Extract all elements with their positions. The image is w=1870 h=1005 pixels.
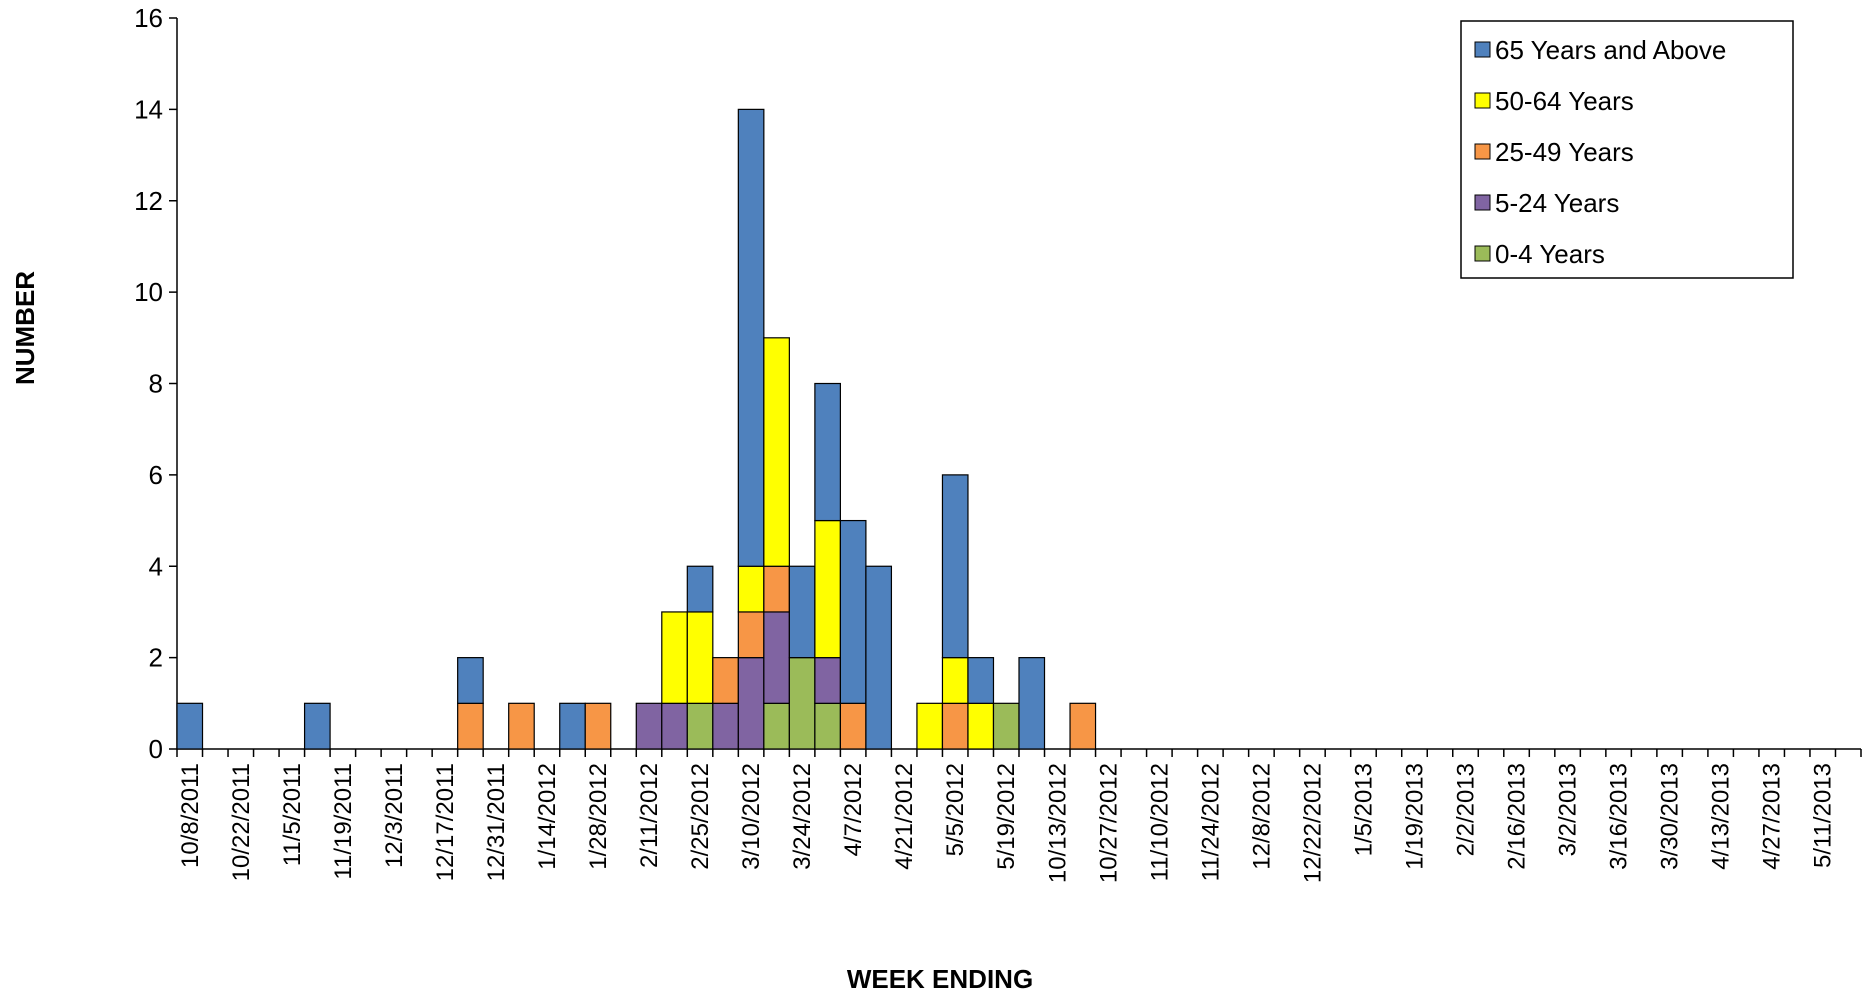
x-tick-label: 11/5/2011 <box>279 763 306 866</box>
y-tick-label: 0 <box>149 734 163 764</box>
x-tick-label: 11/24/2012 <box>1197 763 1224 881</box>
bar-segment <box>941 657 969 704</box>
x-tick-label: 5/5/2012 <box>942 763 969 856</box>
x-tick-label: 1/5/2013 <box>1350 763 1377 856</box>
x-tick-label: 4/7/2012 <box>840 763 867 856</box>
x-tick-label: 5/11/2013 <box>1810 763 1837 868</box>
bar-segment <box>763 337 790 567</box>
bar-segment <box>737 657 765 750</box>
x-tick-label: 10/13/2012 <box>1044 763 1071 883</box>
x-tick-label: 3/16/2013 <box>1606 763 1633 870</box>
bar-segment <box>865 565 893 750</box>
x-tick-label: 12/31/2011 <box>483 763 510 881</box>
bar-segment <box>916 702 944 750</box>
bar-segment <box>941 702 969 750</box>
x-tick-label: 2/2/2013 <box>1453 763 1480 856</box>
bar-segment <box>814 382 841 522</box>
bar-segment <box>737 108 765 567</box>
legend-swatch <box>1474 143 1491 160</box>
x-tick-label: 10/22/2011 <box>228 763 255 881</box>
legend-swatch <box>1474 245 1491 262</box>
legend-label: 0-4 Years <box>1495 239 1605 269</box>
legend-box <box>1460 20 1794 279</box>
y-tick-label: 14 <box>134 94 163 124</box>
bar-segment <box>686 702 714 750</box>
x-tick-label: 3/24/2012 <box>789 763 816 870</box>
y-tick-label: 12 <box>134 186 163 216</box>
bar-segment <box>967 702 995 750</box>
bar-segment <box>303 702 331 750</box>
x-tick-label: 12/17/2011 <box>432 763 459 881</box>
bar-segment <box>1069 702 1097 750</box>
x-tick-label: 1/14/2012 <box>534 763 561 870</box>
bar-segment <box>967 657 995 704</box>
bar-segment <box>763 565 790 613</box>
x-tick-label: 4/13/2013 <box>1708 763 1735 870</box>
y-tick-label: 8 <box>149 369 163 399</box>
bar-segment <box>788 657 816 750</box>
legend-label: 50-64 Years <box>1495 86 1634 116</box>
x-tick-label: 12/3/2011 <box>381 763 408 868</box>
bar-segment <box>661 611 688 704</box>
x-tick-label: 3/2/2013 <box>1555 763 1582 856</box>
bar-segment <box>457 702 484 750</box>
y-tick-label: 6 <box>149 460 163 490</box>
bar-segment <box>839 519 867 704</box>
legend-label: 5-24 Years <box>1495 188 1619 218</box>
y-tick-label: 16 <box>134 3 163 33</box>
y-tick-label: 10 <box>134 277 163 307</box>
x-tick-label: 1/28/2012 <box>585 763 612 870</box>
x-tick-label: 2/11/2012 <box>636 763 663 868</box>
legend-swatch <box>1474 194 1491 211</box>
bar-segment <box>712 702 739 750</box>
bar-segment <box>737 611 765 659</box>
bar-segment <box>814 519 841 659</box>
x-tick-label: 2/25/2012 <box>687 763 714 870</box>
bar-segment <box>584 702 612 750</box>
y-tick-label: 4 <box>149 551 163 581</box>
x-axis-title: WEEK ENDING <box>847 964 1033 994</box>
bar-segment <box>457 657 484 704</box>
bar-segment <box>508 702 535 750</box>
y-axis-title: NUMBER <box>10 271 40 385</box>
x-tick-label: 12/8/2012 <box>1248 763 1275 870</box>
y-tick-label: 2 <box>149 643 163 673</box>
bar-segment <box>686 565 714 613</box>
bar-segment <box>941 474 969 659</box>
x-tick-label: 4/27/2013 <box>1759 763 1786 870</box>
bar-segment <box>176 702 204 750</box>
x-tick-label: 10/27/2012 <box>1095 763 1122 883</box>
x-tick-label: 10/8/2011 <box>177 763 204 868</box>
bar-segment <box>763 611 790 704</box>
bar-segment <box>788 565 816 659</box>
x-tick-label: 11/19/2011 <box>330 763 357 880</box>
x-tick-label: 2/16/2013 <box>1504 763 1531 870</box>
bar-segment <box>992 702 1020 750</box>
x-tick-label: 4/21/2012 <box>891 763 918 870</box>
bar-segment <box>686 611 714 704</box>
bar-segment <box>763 702 790 750</box>
bar-segment <box>712 657 739 704</box>
x-tick-label: 11/10/2012 <box>1146 763 1173 881</box>
x-tick-label: 12/22/2012 <box>1299 763 1326 883</box>
bar-segment <box>814 702 841 750</box>
bar-segment <box>839 702 867 750</box>
legend-swatch <box>1474 92 1491 109</box>
x-tick-label: 5/19/2012 <box>993 763 1020 870</box>
bar-segment <box>1018 657 1046 750</box>
bar-segment <box>814 657 841 704</box>
legend-label: 65 Years and Above <box>1495 35 1726 65</box>
bar-segment <box>559 702 586 750</box>
x-tick-label: 3/10/2012 <box>738 763 765 870</box>
legend-label: 25-49 Years <box>1495 137 1634 167</box>
x-tick-label: 3/30/2013 <box>1657 763 1684 870</box>
bar-segment <box>661 702 688 750</box>
legend-swatch <box>1474 41 1491 58</box>
bar-segment <box>635 702 663 750</box>
x-tick-label: 1/19/2013 <box>1401 763 1428 870</box>
bar-segment <box>737 565 765 613</box>
